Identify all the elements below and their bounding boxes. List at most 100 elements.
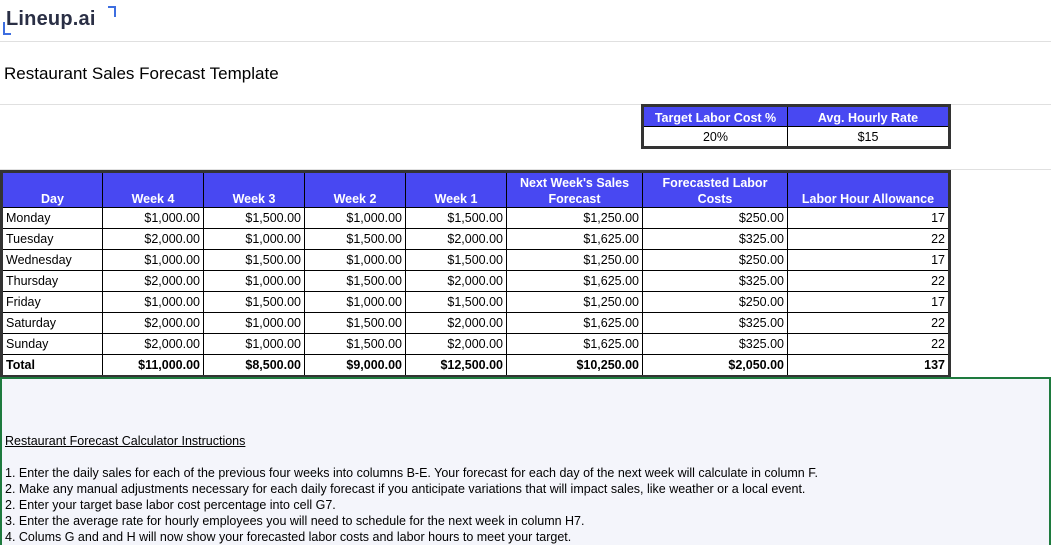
cell[interactable]: $1,625.00 (506, 270, 643, 292)
cell[interactable]: $1,000.00 (102, 291, 204, 313)
instruction-item: 3. Enter the average rate for hourly emp… (5, 514, 585, 528)
cell[interactable]: $325.00 (642, 228, 788, 250)
cell[interactable]: $250.00 (642, 291, 788, 313)
instruction-item: 4. Colums G and and H will now show your… (5, 530, 572, 544)
cell[interactable]: $1,000.00 (304, 249, 406, 271)
header-row: Day Week 4 Week 3 Week 2 Week 1 Next Week's S… (1, 171, 950, 208)
cell[interactable]: Tuesday (1, 228, 103, 250)
cell[interactable]: $1,500.00 (304, 228, 406, 250)
cell[interactable]: $2,000.00 (405, 312, 507, 334)
cell[interactable]: 22 (787, 312, 950, 334)
cell[interactable]: $1,500.00 (405, 249, 507, 271)
cell[interactable]: $15 (787, 126, 950, 148)
total-cell: $8,500.00 (203, 354, 305, 377)
cell[interactable]: Sunday (1, 333, 103, 355)
cell[interactable]: $1,500.00 (304, 333, 406, 355)
cell[interactable]: 20% (642, 126, 788, 148)
cell[interactable]: Wednesday (1, 249, 103, 271)
data-row: Monday $1,000.00 $1,500.00 $1,000.00 $1,500.… (1, 207, 950, 229)
cell[interactable]: $1,500.00 (304, 270, 406, 292)
total-cell: $12,500.00 (405, 354, 507, 377)
cell[interactable]: $2,000.00 (405, 228, 507, 250)
cell[interactable]: $2,000.00 (102, 333, 204, 355)
sheet-title: Restaurant Sales Forecast Template (4, 64, 279, 83)
cell[interactable]: $325.00 (642, 270, 788, 292)
cell[interactable]: $1,500.00 (304, 312, 406, 334)
total-cell: 137 (787, 354, 950, 377)
row-line (0, 104, 1051, 105)
cell[interactable]: $325.00 (642, 312, 788, 334)
header-cell: Next Week's Sales Forecast (506, 171, 643, 208)
row-line (0, 41, 1051, 42)
cell[interactable]: 22 (787, 270, 950, 292)
cell[interactable]: Friday (1, 291, 103, 313)
settings-header: Target Labor Cost % Avg. Hourly Rate (642, 105, 950, 127)
cell[interactable]: $1,500.00 (203, 291, 305, 313)
cell[interactable]: $1,000.00 (102, 207, 204, 229)
header-cell: Week 3 (203, 171, 305, 208)
cell[interactable]: $250.00 (642, 249, 788, 271)
data-row: Sunday $2,000.00 $1,000.00 $1,500.00 $2,000.… (1, 333, 950, 355)
header-cell: Day (1, 171, 103, 208)
total-row: Total $11,000.00 $8,500.00 $9,000.00 $12,500… (1, 354, 950, 377)
cell[interactable]: $1,250.00 (506, 291, 643, 313)
header-cell: Forecasted Labor Costs (642, 171, 788, 208)
header-cell: Week 2 (304, 171, 406, 208)
instructions-list: 1. Enter the daily sales for each of the… (5, 465, 818, 545)
cell[interactable]: $1,250.00 (506, 207, 643, 229)
header-cell: Week 4 (102, 171, 204, 208)
cell[interactable]: 17 (787, 207, 950, 229)
cell[interactable]: $1,000.00 (304, 291, 406, 313)
cell[interactable]: Thursday (1, 270, 103, 292)
cell[interactable]: $1,500.00 (203, 249, 305, 271)
settings-table: Target Labor Cost % Avg. Hourly Rate 20%… (641, 104, 951, 149)
cell[interactable]: $1,000.00 (102, 249, 204, 271)
cell[interactable]: $1,000.00 (304, 207, 406, 229)
cell[interactable]: Saturday (1, 312, 103, 334)
header-cell: Week 1 (405, 171, 507, 208)
row-line (0, 169, 1051, 170)
data-row: Wednesday $1,000.00 $1,500.00 $1,000.00 $1,5… (1, 249, 950, 271)
cell[interactable]: $1,000.00 (203, 312, 305, 334)
instructions: Restaurant Forecast Calculator Instructi… (0, 377, 1051, 545)
cell[interactable]: $1,625.00 (506, 312, 643, 334)
cell[interactable]: $1,500.00 (405, 291, 507, 313)
cell[interactable]: $1,500.00 (203, 207, 305, 229)
cell[interactable]: $250.00 (642, 207, 788, 229)
instruction-item: 2. Enter your target base labor cost per… (5, 498, 336, 512)
cell[interactable]: 17 (787, 249, 950, 271)
cell[interactable]: Monday (1, 207, 103, 229)
logo-mark (108, 6, 116, 17)
total-cell: $9,000.00 (304, 354, 406, 377)
cell[interactable]: $1,500.00 (405, 207, 507, 229)
total-cell: Total (1, 354, 103, 377)
cell[interactable]: $2,000.00 (102, 270, 204, 292)
cell[interactable]: $1,250.00 (506, 249, 643, 271)
cell[interactable]: $2,000.00 (102, 228, 204, 250)
cell[interactable]: $2,000.00 (405, 333, 507, 355)
cell[interactable]: $2,000.00 (102, 312, 204, 334)
cell[interactable]: $1,000.00 (203, 333, 305, 355)
logo: Lineup.ai (6, 8, 96, 30)
cell[interactable]: $1,000.00 (203, 270, 305, 292)
cell[interactable]: $1,000.00 (203, 228, 305, 250)
cell[interactable]: 17 (787, 291, 950, 313)
cell[interactable]: 22 (787, 228, 950, 250)
data-row: Saturday $2,000.00 $1,000.00 $1,500.00 $2,00… (1, 312, 950, 334)
instruction-item: 2. Make any manual adjustments necessary… (5, 482, 806, 496)
cell[interactable]: $325.00 (642, 333, 788, 355)
forecast-table: Day Week 4 Week 3 Week 2 Week 1 Next Week's S… (0, 170, 951, 378)
data-row: Tuesday $2,000.00 $1,000.00 $1,500.00 $2,000… (1, 228, 950, 250)
cell[interactable]: $1,625.00 (506, 333, 643, 355)
header-cell: Labor Hour Allowance (787, 171, 950, 208)
cell[interactable]: 22 (787, 333, 950, 355)
cell[interactable]: $1,625.00 (506, 228, 643, 250)
data-row: Friday $1,000.00 $1,500.00 $1,000.00 $1,500.… (1, 291, 950, 313)
instruction-item: 1. Enter the daily sales for each of the… (5, 466, 818, 480)
logo-mark (3, 22, 11, 35)
total-cell: $2,050.00 (642, 354, 788, 377)
cell[interactable]: $2,000.00 (405, 270, 507, 292)
total-cell: $11,000.00 (102, 354, 204, 377)
data-row: Thursday $2,000.00 $1,000.00 $1,500.00 $2,00… (1, 270, 950, 292)
